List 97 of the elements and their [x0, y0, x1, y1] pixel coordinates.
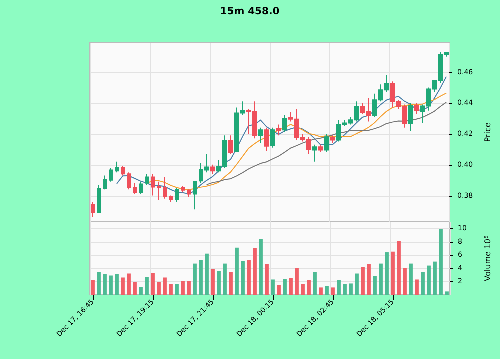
bar — [151, 273, 155, 295]
candlestick — [318, 144, 323, 154]
bar — [373, 276, 377, 295]
bar — [205, 254, 209, 295]
bar — [283, 279, 287, 295]
bar — [241, 261, 245, 295]
bar — [97, 272, 101, 295]
candlestick — [151, 174, 155, 196]
bar — [223, 264, 227, 295]
bar — [169, 284, 173, 295]
bar — [343, 284, 347, 295]
bar — [439, 229, 443, 295]
bar — [403, 268, 407, 295]
bar — [163, 278, 167, 295]
bar — [325, 286, 329, 295]
bar — [181, 281, 185, 295]
bar — [175, 284, 179, 295]
y-axis-title: Price — [484, 122, 492, 142]
candlestick — [312, 144, 317, 162]
candlestick — [324, 134, 329, 154]
bar — [265, 264, 269, 295]
bar — [331, 288, 335, 295]
chart-title: 15m 458.0 — [220, 6, 280, 18]
bar — [295, 268, 299, 295]
bar — [199, 260, 203, 295]
line-series — [146, 92, 448, 190]
candlestick — [163, 176, 167, 200]
bar — [103, 274, 107, 295]
candlestick — [175, 188, 179, 202]
bar — [397, 241, 401, 295]
candlestick — [270, 127, 275, 148]
candlestick — [91, 201, 95, 218]
candlestick — [264, 127, 269, 152]
bar — [127, 274, 131, 295]
bar — [421, 272, 425, 295]
bar — [157, 282, 161, 295]
bar — [259, 239, 263, 295]
bar — [379, 264, 383, 295]
bar — [145, 277, 149, 295]
bar — [211, 269, 215, 295]
line-series — [116, 76, 448, 195]
candlestick — [282, 115, 287, 133]
candlestick — [330, 135, 335, 144]
bar — [307, 280, 311, 295]
bar — [415, 280, 419, 295]
candlestick — [408, 102, 413, 132]
bar — [289, 278, 293, 295]
bar — [445, 292, 449, 295]
bar — [277, 285, 281, 295]
bar — [217, 271, 221, 295]
candlestick — [169, 195, 173, 202]
bar — [391, 252, 395, 295]
bar — [91, 280, 95, 295]
bar — [349, 284, 353, 295]
candlestick — [157, 181, 161, 201]
bar — [367, 264, 371, 295]
line-series — [206, 102, 448, 186]
candlestick — [228, 135, 233, 155]
candlestick — [133, 182, 137, 195]
candlestick — [145, 174, 149, 186]
bar — [319, 288, 323, 295]
bar — [385, 252, 389, 295]
candlestick — [97, 184, 101, 214]
candlestick — [258, 127, 263, 144]
candlestick — [210, 164, 215, 175]
bar — [121, 278, 125, 295]
bar — [313, 272, 317, 295]
candlestick — [193, 181, 197, 210]
candlestick — [109, 167, 113, 182]
bar — [193, 264, 197, 295]
y-axis-title: Volume 10⁵ — [484, 236, 492, 282]
candlestick — [121, 166, 125, 176]
bar — [229, 272, 233, 295]
bar — [361, 267, 365, 295]
bar — [109, 276, 113, 295]
bar — [115, 274, 119, 295]
candlestick — [187, 189, 191, 198]
candlestick — [414, 102, 419, 114]
bar — [271, 280, 275, 295]
bar — [187, 281, 191, 295]
candlestick — [127, 172, 131, 190]
candlestick — [139, 181, 143, 195]
bar — [301, 284, 305, 295]
bar — [253, 248, 257, 295]
candlestick — [103, 175, 107, 190]
bar — [409, 264, 413, 295]
candlestick — [276, 124, 281, 136]
candlestick — [115, 161, 119, 174]
bar — [235, 248, 239, 295]
bar — [355, 274, 359, 295]
bar — [433, 262, 437, 295]
bar — [337, 280, 341, 295]
candlestick — [181, 186, 185, 194]
bar — [427, 266, 431, 295]
bar — [133, 282, 137, 295]
bar — [139, 287, 143, 295]
bar — [247, 260, 251, 295]
